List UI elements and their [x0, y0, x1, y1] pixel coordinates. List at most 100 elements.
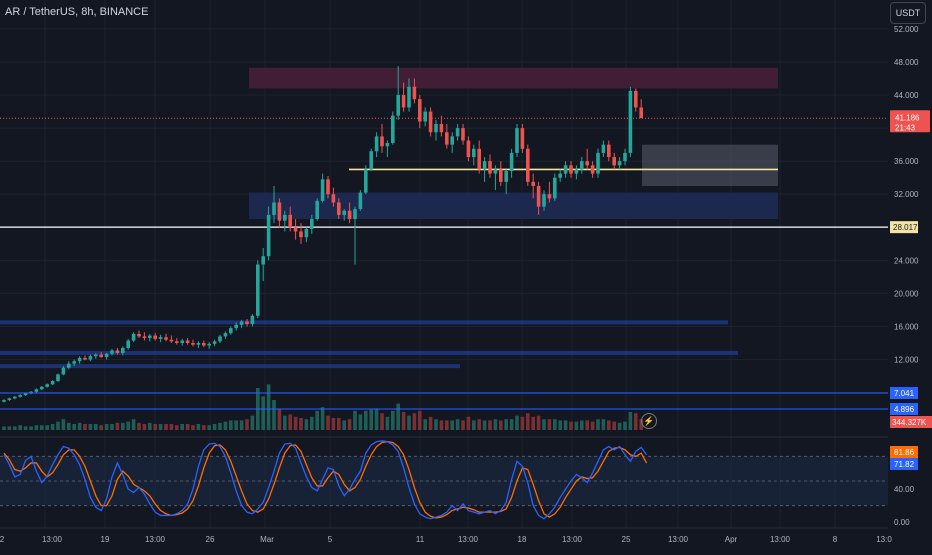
- time-label: 8: [833, 535, 838, 544]
- candle-body: [580, 161, 584, 170]
- candle-body: [396, 95, 400, 116]
- volume-bar: [250, 415, 255, 430]
- volume-bar: [412, 413, 417, 430]
- volume-value-label: 344.327K: [892, 418, 927, 427]
- candle-body: [482, 161, 487, 170]
- stoch-k-label-bg: [890, 458, 918, 470]
- time-label: 19: [101, 535, 110, 544]
- currency-button[interactable]: USDT: [890, 2, 926, 24]
- time-label: 13:00: [770, 535, 791, 544]
- time-label: 13:0: [876, 535, 892, 544]
- candle-body: [23, 393, 28, 396]
- candle-body: [374, 136, 379, 152]
- candle-body: [131, 333, 136, 341]
- time-label: 18: [518, 535, 527, 544]
- price-tick-label: 36.000: [894, 157, 919, 166]
- candle-body: [488, 161, 492, 174]
- candle-body: [358, 192, 363, 210]
- blue-level-band: [0, 350, 738, 355]
- volume-bar: [617, 422, 622, 430]
- volume-bar: [488, 420, 492, 430]
- candle-body: [461, 128, 465, 141]
- candle-body: [212, 341, 217, 344]
- candle-body: [407, 86, 411, 108]
- volume-bar: [401, 412, 406, 430]
- volume-bar: [293, 416, 298, 430]
- volume-bar: [137, 422, 141, 430]
- volume-bar: [56, 421, 60, 430]
- volume-bar: [239, 420, 244, 430]
- candle-body: [353, 209, 357, 220]
- price-axis[interactable]: 52.00048.00044.00040.00036.00032.00028.0…: [888, 0, 932, 550]
- candle-body: [277, 202, 282, 221]
- oscillator-tick-label: 0.00: [894, 518, 910, 527]
- candle-body: [628, 90, 633, 153]
- volume-bar: [283, 415, 287, 430]
- volume-bar: [245, 419, 249, 430]
- lightning-icon[interactable]: ⚡: [641, 413, 657, 429]
- time-label: 26: [206, 535, 215, 544]
- time-label: 13:00: [42, 535, 63, 544]
- volume-bar: [439, 420, 444, 430]
- candle-body: [596, 152, 600, 174]
- candle-body: [293, 227, 298, 232]
- candle-body: [83, 357, 87, 360]
- horizontal-levels: [0, 117, 888, 228]
- candle-body: [499, 169, 503, 182]
- target-zone: [642, 144, 778, 186]
- volume-bar: [158, 424, 163, 430]
- candle-body: [310, 219, 314, 229]
- candle-body: [450, 136, 454, 145]
- level-label: 28.017: [893, 223, 918, 232]
- volume-bar: [50, 424, 55, 430]
- volume-bar: [347, 419, 352, 430]
- candle-body: [56, 374, 60, 382]
- candle-body: [104, 353, 109, 358]
- time-label: 13:00: [145, 535, 166, 544]
- volume-bar: [601, 419, 606, 430]
- candle-body: [380, 136, 384, 147]
- price-tick-label: 16.000: [894, 322, 919, 331]
- volume-bar: [175, 425, 179, 430]
- candle-body: [466, 140, 471, 158]
- volume-bar: [104, 424, 109, 430]
- candle-body: [612, 157, 616, 166]
- candle-body: [320, 179, 325, 201]
- volume-bar: [7, 426, 12, 430]
- volume-bar: [196, 424, 201, 430]
- candle-body: [369, 151, 373, 170]
- volume-bar: [482, 420, 487, 430]
- candle-body: [526, 148, 530, 182]
- volume-bar: [466, 416, 471, 430]
- stoch-d-label-bg: [890, 446, 918, 458]
- candle-body: [72, 361, 76, 364]
- time-axis[interactable]: 2 13:00 19 13:00 26 Mar 5 11 13:00 18 13:00 25 13:00…: [0, 535, 892, 544]
- volume-bar: [212, 424, 217, 430]
- volume-bar: [304, 419, 309, 430]
- candle-body: [229, 328, 233, 334]
- candle-body: [337, 202, 341, 215]
- volume-bar: [99, 425, 103, 430]
- volume-bar: [612, 421, 616, 430]
- level-label-bg: [890, 221, 918, 234]
- candle-body: [553, 177, 557, 199]
- candle-body: [266, 214, 271, 257]
- volume-bar: [229, 420, 233, 430]
- candle-body: [531, 181, 535, 186]
- candle-body: [153, 335, 157, 339]
- candle-body: [239, 321, 244, 325]
- candle-body: [185, 340, 190, 344]
- candle-body: [121, 347, 125, 353]
- candle-body: [2, 400, 6, 402]
- time-label: 25: [622, 535, 631, 544]
- candle-body: [601, 144, 606, 153]
- candle-body: [623, 152, 627, 162]
- stochastic-oscillator: [0, 440, 888, 520]
- volume-bar: [326, 415, 330, 430]
- volume-bar: [407, 415, 411, 430]
- candle-body: [288, 214, 292, 228]
- volume-value-bg: [890, 416, 932, 428]
- volume-label-bg: [890, 403, 918, 415]
